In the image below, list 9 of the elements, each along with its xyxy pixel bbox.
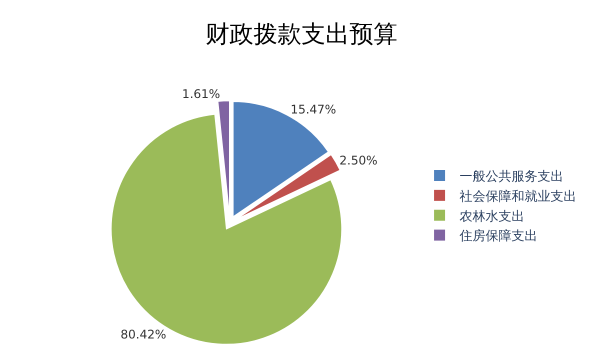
legend-label: 一般公共服务支出 — [460, 170, 564, 185]
data-label: 1.61% — [182, 86, 220, 101]
legend-label: 农林水支出 — [460, 209, 525, 224]
chart-title: 财政拨款支出预算 — [206, 20, 398, 48]
data-label: 80.42% — [120, 328, 166, 342]
data-label: 2.50% — [339, 153, 378, 168]
legend-label: 社会保障和就业支出 — [460, 189, 577, 204]
data-label: 15.47% — [290, 102, 336, 116]
legend-label: 住房保障支出 — [458, 228, 538, 244]
